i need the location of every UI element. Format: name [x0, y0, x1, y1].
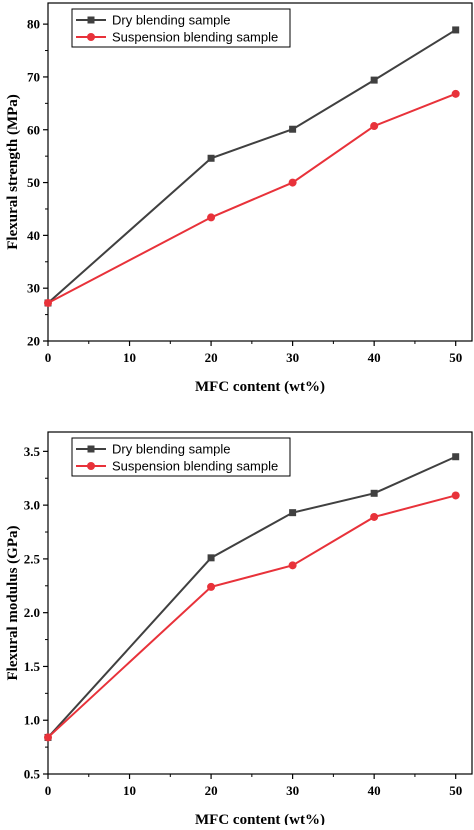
series-line-1 [47, 455, 457, 739]
x-tick-label: 20 [205, 350, 218, 365]
legend-box [71, 8, 291, 48]
legend-marker-circle [87, 33, 95, 41]
data-point-square [452, 453, 460, 461]
data-point-circle [451, 89, 460, 98]
x-tick-label: 50 [449, 783, 462, 798]
data-point-circle [288, 561, 297, 570]
series-line-1 [47, 29, 457, 304]
data-point-circle [288, 178, 297, 187]
data-point-circle [207, 213, 216, 222]
y-tick-label: 60 [27, 122, 40, 137]
plot-frame [47, 2, 473, 342]
data-point-circle [44, 298, 52, 307]
data-point-circle [44, 733, 52, 742]
y-axis-title: Flexural strength (MPa) [5, 94, 21, 250]
data-point-circle [451, 491, 460, 500]
y-tick-label: 1.5 [24, 659, 41, 674]
legend-label: Dry blending sample [112, 13, 231, 28]
legend-box [71, 437, 291, 477]
data-point-square [289, 509, 297, 517]
y-tick-label: 70 [27, 69, 40, 84]
data-point-square [289, 125, 297, 133]
x-tick-label: 10 [123, 350, 136, 365]
x-tick-label: 30 [286, 783, 299, 798]
series-line-2 [47, 92, 457, 304]
x-tick-label: 30 [286, 350, 299, 365]
y-tick-label: 30 [27, 281, 40, 296]
y-axis-title: Flexural modulus (GPa) [5, 525, 21, 680]
data-point-square [370, 489, 378, 497]
legend-marker-circle [87, 462, 95, 470]
y-tick-label: 0.5 [24, 767, 41, 782]
chart-panel-1: 0 10 20 30 40 50 20 30 40 50 60 70 80 MFC content (wt… [5, 2, 473, 395]
x-tick-label: 10 [123, 783, 136, 798]
data-point-square [207, 554, 215, 562]
data-point-square [452, 26, 460, 34]
y-tick-label: 50 [27, 175, 40, 190]
x-axis-title: MFC content (wt%) [195, 379, 325, 395]
x-tick-label: 40 [368, 783, 381, 798]
y-tick-label: 3.0 [24, 498, 40, 513]
x-tick-label: 50 [449, 350, 462, 365]
x-axis-title: MFC content (wt%) [195, 812, 325, 825]
chart-panel-2: 0 10 20 30 40 50 0.5 1.0 1.5 2.0 2.5 3.0 3.5 MFC cont… [5, 431, 473, 828]
x-tick-label: 20 [205, 783, 218, 798]
data-point-circle [370, 512, 379, 521]
y-tick-label: 80 [27, 17, 40, 32]
legend-label: Suspension blending sample [112, 30, 278, 45]
y-tick-label: 1.0 [24, 713, 40, 728]
legend-marker-square [87, 445, 95, 453]
legend-label: Dry blending sample [112, 442, 231, 457]
legend-label: Suspension blending sample [112, 459, 278, 474]
data-point-circle [207, 582, 216, 591]
x-tick-label: 0 [45, 350, 52, 365]
plot-frame [47, 431, 473, 775]
data-point-square [370, 76, 378, 84]
y-tick-label: 2.0 [24, 605, 40, 620]
y-tick-label: 2.5 [24, 551, 41, 566]
x-tick-label: 0 [45, 783, 52, 798]
legend-marker-square [87, 16, 95, 24]
y-tick-label: 40 [27, 228, 40, 243]
data-point-circle [370, 122, 379, 131]
y-tick-label: 20 [27, 334, 40, 349]
series-line-2 [47, 494, 456, 739]
y-tick-label: 3.5 [24, 444, 41, 459]
data-point-square [207, 154, 215, 162]
x-tick-label: 40 [368, 350, 381, 365]
